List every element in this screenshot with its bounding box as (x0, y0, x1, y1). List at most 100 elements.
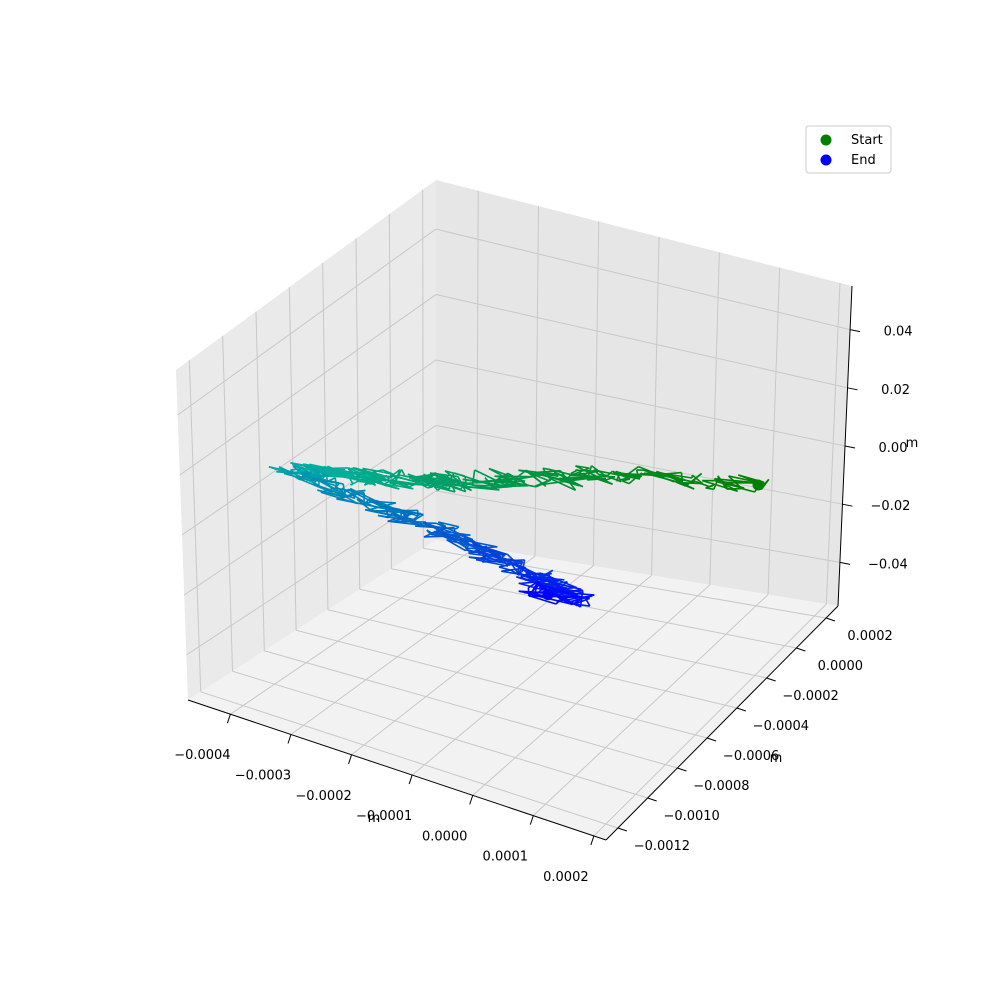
trajectory-segment (571, 597, 585, 606)
z-tick-mark (842, 503, 853, 507)
x-tick-mark (287, 734, 292, 744)
y-tick-label: 0.0000 (818, 659, 864, 674)
y-tick-label: −0.0012 (634, 839, 690, 854)
x-grid-floor (230, 546, 478, 715)
trajectory-segment (305, 473, 315, 484)
z-grid-back (435, 228, 851, 331)
trajectory-segment (413, 513, 424, 522)
trajectory-segment (527, 471, 549, 482)
z-grid-back (435, 359, 846, 447)
x-tick-label: −0.0002 (295, 789, 351, 804)
trajectory-segment (570, 469, 579, 475)
trajectory-segment (387, 512, 393, 519)
legend-start-marker (820, 134, 832, 146)
trajectory-segment (575, 469, 599, 473)
z-axis-line (837, 285, 853, 607)
trajectory-segment (355, 467, 376, 476)
y-grid-floor (200, 691, 619, 829)
trajectory-segment (392, 517, 407, 523)
trajectory-segment (517, 566, 525, 574)
x-tick-label: −0.0003 (235, 768, 291, 783)
trajectory-segment (578, 597, 590, 604)
trajectory-segment (540, 572, 577, 589)
z-tick-mark (844, 445, 856, 449)
trajectory-segment (518, 582, 545, 592)
y-tick-mark (706, 737, 717, 742)
x-tick-label: −0.0001 (356, 809, 412, 824)
trajectory-segment (359, 480, 373, 484)
y-grid-floor (391, 568, 797, 649)
start-marker (752, 479, 764, 491)
trajectory-segment (387, 513, 412, 523)
trajectory-segment (444, 470, 466, 477)
trajectory-segment (544, 473, 559, 477)
y-grid-floor (359, 588, 767, 679)
trajectory-segment (498, 563, 514, 568)
y-grid-floor (423, 547, 827, 619)
y-grid-floor (264, 650, 678, 769)
x-tick-label: 0.0001 (483, 850, 529, 865)
trajectory-segment (662, 474, 673, 478)
trajectory-segment (367, 474, 388, 483)
x-tick-mark (529, 815, 534, 825)
trajectory-segment (523, 591, 543, 594)
y-tick-mark (766, 677, 776, 682)
pane-back (436, 180, 852, 606)
x-tick-mark (408, 774, 413, 785)
z-grid-left (181, 359, 437, 536)
z-tick-mark (847, 387, 858, 391)
trajectory-segment (501, 479, 513, 488)
trajectory-segment (385, 484, 400, 490)
trajectory-segment (575, 465, 613, 485)
y-tick-mark (736, 707, 747, 712)
trajectory-segment (414, 475, 423, 486)
y-tick-label: 0.0002 (847, 629, 893, 644)
trajectory-segment (392, 520, 426, 523)
trajectory-segment (548, 477, 576, 491)
pane-left (176, 180, 436, 700)
trajectory-segment (401, 510, 407, 519)
trajectory-segment (401, 510, 412, 515)
trajectory-segment (298, 471, 311, 480)
trajectory-segment (362, 467, 385, 474)
z-tick-label: −0.02 (871, 499, 911, 514)
legend: Start End (805, 125, 892, 174)
legend-end-label: End (851, 153, 876, 168)
endpoint-markers (542, 479, 764, 601)
trajectory-segment (356, 498, 376, 508)
trajectory-segment (713, 476, 720, 490)
trajectory-segment (488, 548, 506, 556)
trajectory-segment (464, 538, 469, 549)
y-tick-mark (677, 767, 687, 772)
y-tick-label: −0.0010 (663, 809, 719, 824)
end-marker (542, 589, 554, 601)
z-grid-back (435, 490, 840, 563)
axis-panes (176, 180, 852, 840)
trajectory-segment (383, 475, 400, 486)
y-tick-label: −0.0004 (753, 719, 809, 734)
z-axis-label: m (906, 436, 919, 451)
trajectory-segment (584, 596, 591, 607)
trajectory-segment (541, 471, 564, 477)
trajectory-segment (475, 558, 509, 567)
trajectory-segment (488, 467, 526, 483)
trajectory-segment (437, 479, 451, 492)
trajectory-segment (438, 521, 459, 528)
trajectory-segment (568, 476, 596, 482)
x-grid-floor (472, 584, 711, 796)
x-grid-floor (532, 594, 769, 817)
trajectory-segment (508, 558, 523, 563)
trajectory-segment (499, 478, 528, 487)
trajectory-segment (418, 478, 425, 486)
y-tick-mark (796, 647, 806, 652)
z-tick-label: −0.04 (868, 557, 908, 572)
y-grid-floor (295, 629, 708, 739)
grid-lines (177, 189, 851, 837)
trajectory-segment (398, 474, 420, 480)
x-grid-floor (290, 555, 536, 735)
trajectory-segment (311, 478, 344, 485)
trajectory-segment (290, 467, 304, 471)
trajectory-segment (717, 476, 729, 489)
y-tick-mark (617, 827, 628, 832)
x-tick-label: 0.0002 (543, 870, 589, 885)
